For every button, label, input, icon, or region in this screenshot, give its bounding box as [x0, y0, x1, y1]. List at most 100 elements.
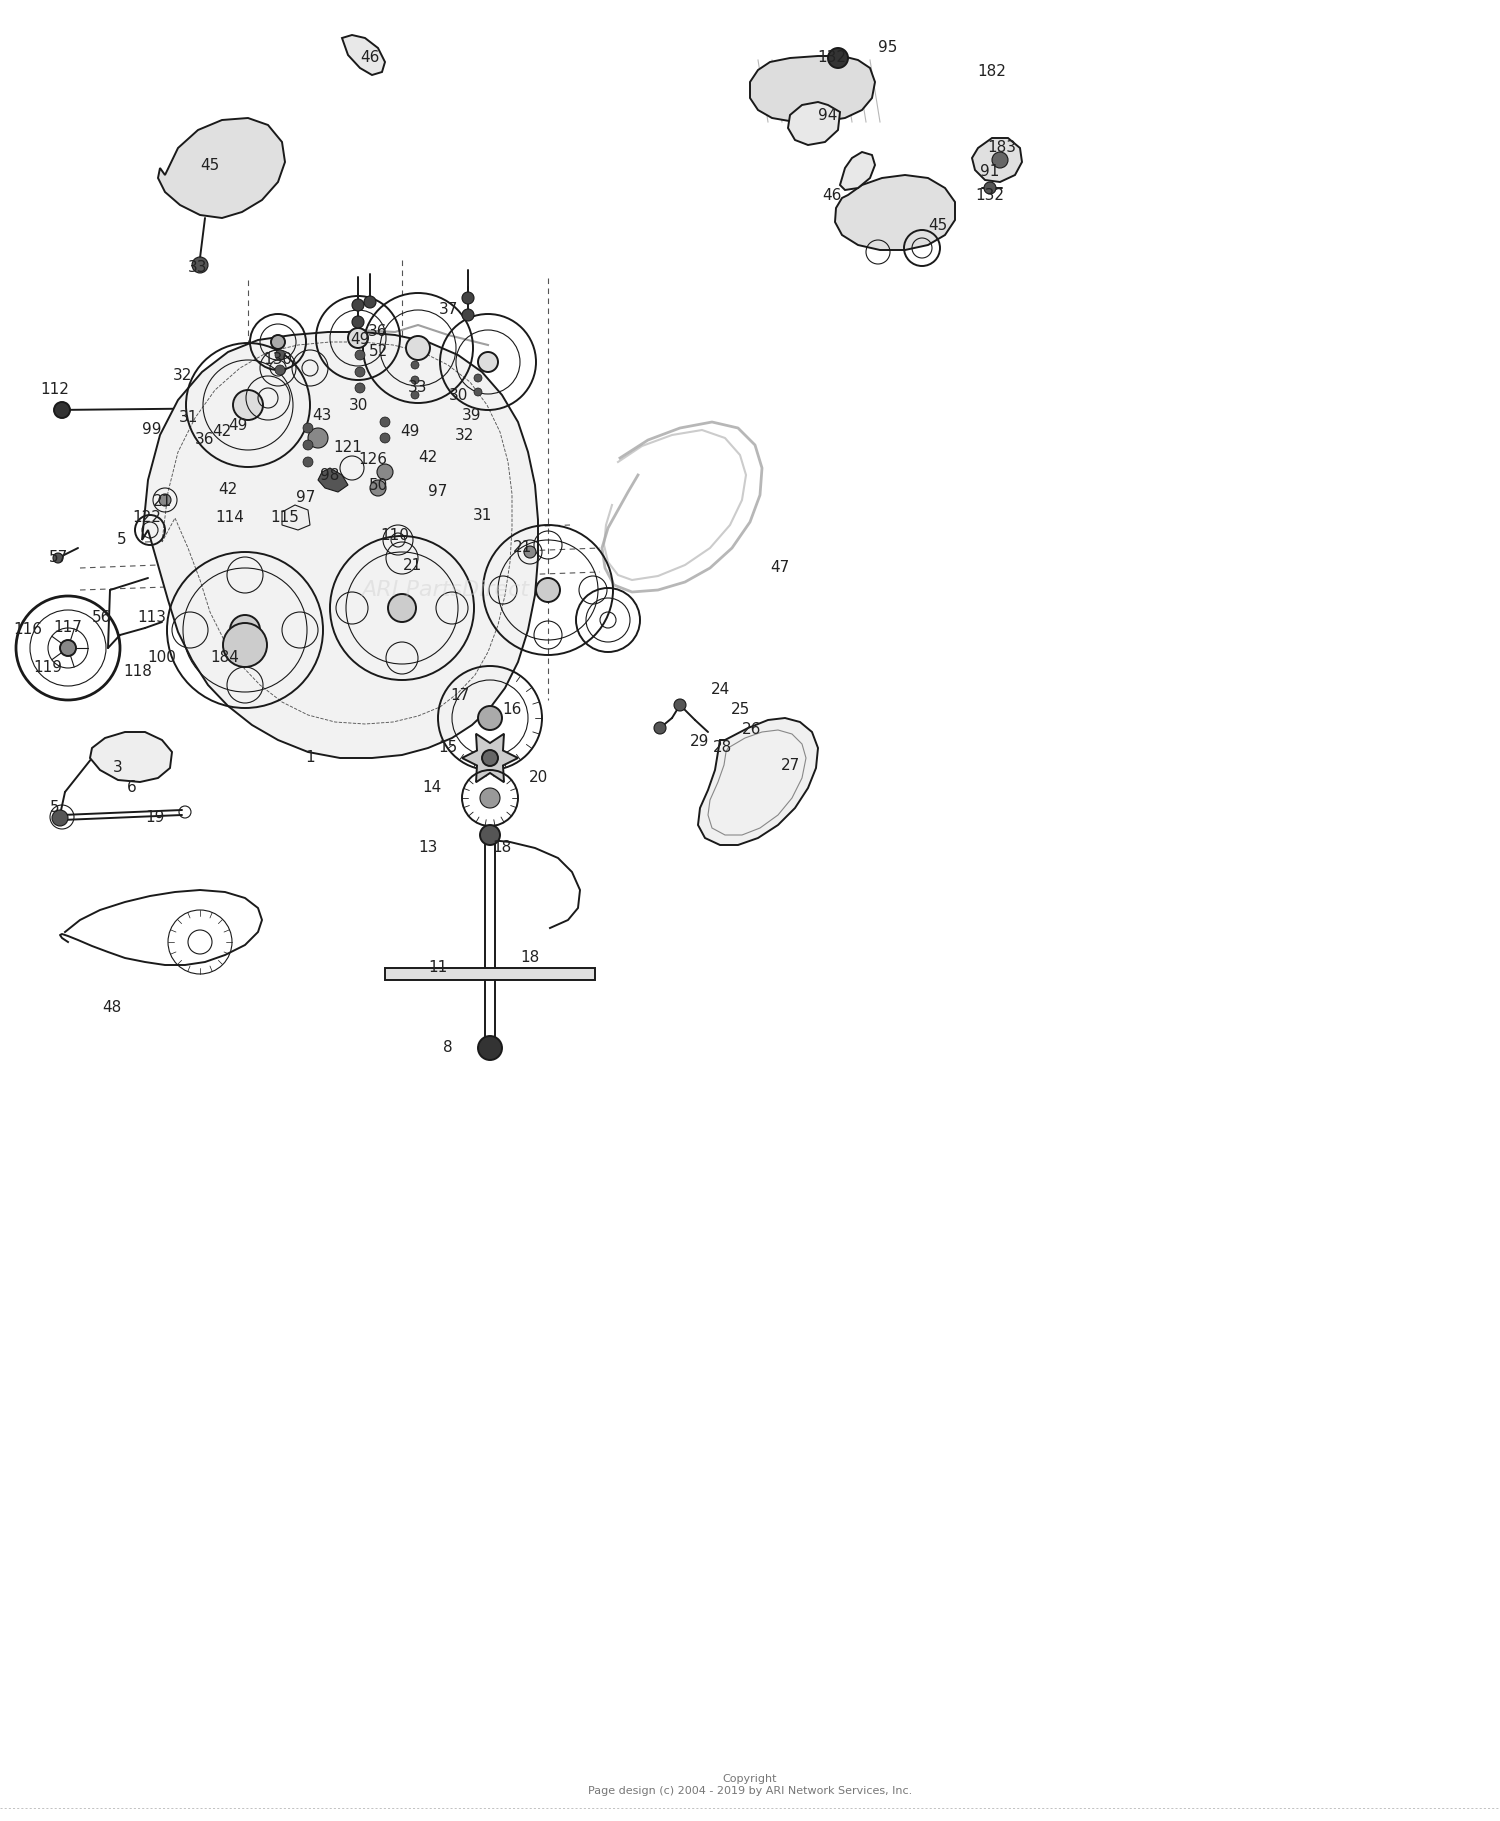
Circle shape: [224, 623, 267, 666]
Text: 5: 5: [117, 532, 128, 548]
Text: Copyright
Page design (c) 2004 - 2019 by ARI Network Services, Inc.: Copyright Page design (c) 2004 - 2019 by…: [588, 1774, 912, 1796]
Text: 95: 95: [879, 40, 897, 55]
Text: 6: 6: [128, 781, 136, 796]
Text: 91: 91: [981, 164, 999, 180]
Circle shape: [380, 433, 390, 443]
Text: 39: 39: [462, 408, 482, 422]
Text: 16: 16: [503, 703, 522, 717]
Text: 117: 117: [54, 621, 82, 636]
Circle shape: [303, 422, 313, 433]
Polygon shape: [836, 175, 956, 249]
Polygon shape: [342, 35, 386, 75]
Polygon shape: [282, 504, 310, 530]
Circle shape: [674, 699, 686, 710]
Text: 30: 30: [348, 397, 368, 413]
Text: 116: 116: [13, 623, 42, 637]
Text: 13: 13: [419, 841, 438, 856]
Text: 21: 21: [402, 557, 422, 572]
Text: 14: 14: [423, 781, 441, 796]
Circle shape: [388, 594, 416, 623]
Text: 26: 26: [742, 723, 762, 738]
Text: 113: 113: [138, 610, 166, 625]
Circle shape: [474, 388, 482, 395]
Circle shape: [356, 350, 364, 361]
Text: 50: 50: [369, 477, 387, 492]
Text: 3: 3: [112, 761, 123, 776]
Polygon shape: [840, 151, 874, 189]
Text: 97: 97: [297, 490, 315, 506]
Text: 11: 11: [429, 960, 447, 976]
Circle shape: [992, 151, 1008, 168]
Circle shape: [480, 825, 500, 845]
Text: 30: 30: [448, 388, 468, 402]
Circle shape: [462, 291, 474, 304]
Circle shape: [274, 350, 285, 361]
Circle shape: [370, 481, 386, 495]
Text: 52: 52: [369, 344, 387, 359]
Text: 42: 42: [219, 483, 237, 497]
Text: 25: 25: [730, 703, 750, 717]
Text: 37: 37: [438, 302, 458, 317]
Circle shape: [654, 721, 666, 734]
Circle shape: [53, 810, 68, 827]
Text: 130: 130: [264, 353, 292, 368]
Text: 36: 36: [195, 433, 214, 448]
Text: 100: 100: [147, 650, 177, 665]
Text: 47: 47: [771, 561, 789, 575]
Circle shape: [411, 361, 419, 370]
Text: 42: 42: [213, 424, 231, 439]
Text: 94: 94: [819, 107, 837, 122]
Text: 1: 1: [304, 750, 315, 765]
Text: 32: 32: [456, 428, 474, 443]
Text: 24: 24: [711, 683, 729, 697]
Text: 17: 17: [450, 688, 470, 703]
Circle shape: [272, 335, 285, 350]
Text: 132: 132: [975, 188, 1005, 202]
Circle shape: [159, 493, 171, 506]
Text: 98: 98: [321, 468, 339, 483]
Text: 121: 121: [333, 441, 363, 455]
Circle shape: [478, 1036, 502, 1060]
Circle shape: [524, 546, 536, 557]
Circle shape: [303, 457, 313, 466]
Text: 48: 48: [102, 1000, 122, 1016]
Circle shape: [54, 402, 70, 419]
Text: 36: 36: [369, 324, 387, 339]
Text: 122: 122: [132, 510, 162, 526]
Circle shape: [192, 257, 208, 273]
Text: 46: 46: [360, 51, 380, 66]
Text: 42: 42: [419, 450, 438, 466]
Circle shape: [308, 428, 328, 448]
Circle shape: [364, 297, 376, 308]
Circle shape: [230, 615, 260, 645]
Text: 97: 97: [429, 484, 447, 499]
Text: 32: 32: [172, 368, 192, 382]
Text: 8: 8: [442, 1040, 453, 1056]
Circle shape: [352, 317, 364, 328]
Text: 19: 19: [146, 810, 165, 825]
Text: 43: 43: [312, 408, 332, 422]
Text: 31: 31: [472, 508, 492, 523]
Text: 110: 110: [381, 528, 410, 543]
Circle shape: [536, 577, 560, 603]
Text: 118: 118: [123, 665, 153, 679]
Circle shape: [352, 299, 364, 311]
Text: 114: 114: [216, 510, 244, 526]
Circle shape: [474, 373, 482, 382]
Text: 27: 27: [780, 758, 800, 772]
Text: 49: 49: [228, 417, 248, 433]
Text: 132: 132: [818, 51, 846, 66]
Text: 119: 119: [33, 661, 63, 676]
Circle shape: [406, 337, 430, 361]
Circle shape: [60, 639, 76, 656]
Circle shape: [480, 788, 500, 809]
Polygon shape: [750, 56, 874, 122]
Text: 45: 45: [201, 157, 219, 173]
Circle shape: [356, 382, 364, 393]
Circle shape: [380, 417, 390, 426]
Circle shape: [462, 310, 474, 320]
Text: 182: 182: [978, 64, 1006, 80]
Text: 33: 33: [408, 381, 428, 395]
Text: 5: 5: [50, 801, 60, 816]
Circle shape: [348, 328, 368, 348]
